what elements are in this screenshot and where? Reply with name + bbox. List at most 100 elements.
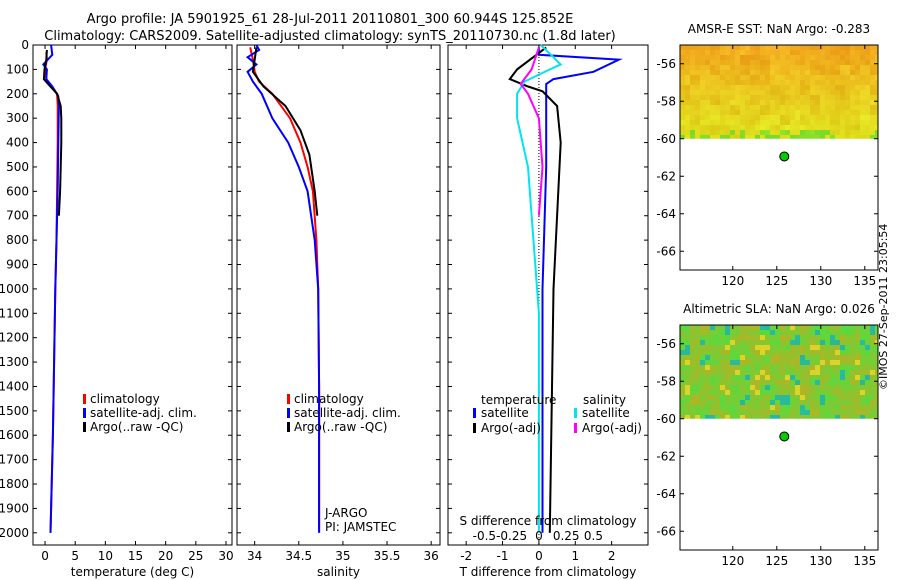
map-cell: [795, 85, 800, 90]
map-cell: [725, 325, 730, 330]
map-cell: [820, 335, 825, 340]
map-cell: [820, 130, 825, 135]
map-cell: [825, 125, 830, 130]
map-cell: [850, 335, 855, 340]
map-cell: [715, 120, 720, 125]
map-cell: [700, 400, 705, 405]
map-cell: [700, 135, 705, 139]
map-cell: [860, 410, 865, 415]
map-cell: [790, 395, 795, 400]
argo-position-marker: [779, 151, 790, 162]
map-cell: [815, 345, 820, 350]
map-cell: [845, 375, 850, 380]
map-cell: [835, 350, 840, 355]
map-cell: [775, 335, 780, 340]
map-cell: [860, 60, 865, 65]
map-cell: [745, 410, 750, 415]
map-cell: [700, 60, 705, 65]
map-cell: [785, 45, 790, 50]
map-cell: [825, 325, 830, 330]
map-cell: [775, 90, 780, 95]
map-cell: [710, 345, 715, 350]
map-cell: [840, 375, 845, 380]
legend-swatch: [473, 423, 476, 433]
map-cell: [855, 325, 860, 330]
map-cell: [755, 365, 760, 370]
map-cell: [745, 115, 750, 120]
map-cell: [720, 400, 725, 405]
map-cell: [680, 395, 685, 400]
map-cell: [855, 80, 860, 85]
map-cell: [875, 385, 878, 390]
map-cell: [800, 365, 805, 370]
map-cell: [845, 340, 850, 345]
map-cell: [795, 65, 800, 70]
map-cell: [835, 90, 840, 95]
map-cell: [810, 370, 815, 375]
map-cell: [830, 60, 835, 65]
map-cell: [825, 360, 830, 365]
map-cell: [845, 370, 850, 375]
map-cell: [825, 335, 830, 340]
map-cell: [790, 80, 795, 85]
map-cell: [845, 110, 850, 115]
map-cell: [735, 345, 740, 350]
map-cell: [740, 395, 745, 400]
map-cell: [715, 115, 720, 120]
map-cell: [685, 365, 690, 370]
map-cell: [745, 130, 750, 135]
map-cell: [740, 415, 745, 419]
map-cell: [775, 340, 780, 345]
map-cell: [790, 410, 795, 415]
map-cell: [730, 390, 735, 395]
map-cell: [875, 130, 878, 135]
map-cell: [865, 120, 870, 125]
map-cell: [695, 370, 700, 375]
map-cell: [870, 375, 875, 380]
map-cell: [715, 405, 720, 410]
map-cell: [750, 95, 755, 100]
map-cell: [815, 410, 820, 415]
map-cell: [735, 365, 740, 370]
map-cell: [765, 360, 770, 365]
map-cell: [705, 365, 710, 370]
map-cell: [820, 330, 825, 335]
map-cell: [750, 60, 755, 65]
map-cell: [770, 405, 775, 410]
map-cell: [695, 60, 700, 65]
map-cell: [840, 130, 845, 135]
map-cell: [820, 125, 825, 130]
map-cell: [850, 90, 855, 95]
map-cell: [765, 395, 770, 400]
map-cell: [700, 355, 705, 360]
map-cell: [695, 85, 700, 90]
map-cell: [770, 135, 775, 139]
map-cell: [840, 410, 845, 415]
map-cell: [850, 345, 855, 350]
map-cell: [730, 370, 735, 375]
map-cell: [865, 65, 870, 70]
map-cell: [755, 70, 760, 75]
map-cell: [770, 85, 775, 90]
map-cell: [725, 60, 730, 65]
map-cell: [805, 80, 810, 85]
map-cell: [740, 95, 745, 100]
x-tick-label: 25: [188, 549, 203, 563]
map-cell: [735, 45, 740, 50]
map-cell: [740, 385, 745, 390]
map-cell: [705, 115, 710, 120]
map-cell: [745, 405, 750, 410]
map-cell: [735, 135, 740, 139]
map-cell: [720, 375, 725, 380]
map-cell: [790, 130, 795, 135]
x-tick-label: 120: [721, 554, 744, 568]
map-cell: [865, 115, 870, 120]
map-cell: [695, 75, 700, 80]
map-cell: [810, 135, 815, 139]
map-cell: [860, 330, 865, 335]
map-cell: [700, 325, 705, 330]
map-cell: [835, 75, 840, 80]
map-cell: [785, 135, 790, 139]
map-cell: [790, 135, 795, 139]
map-cell: [775, 375, 780, 380]
